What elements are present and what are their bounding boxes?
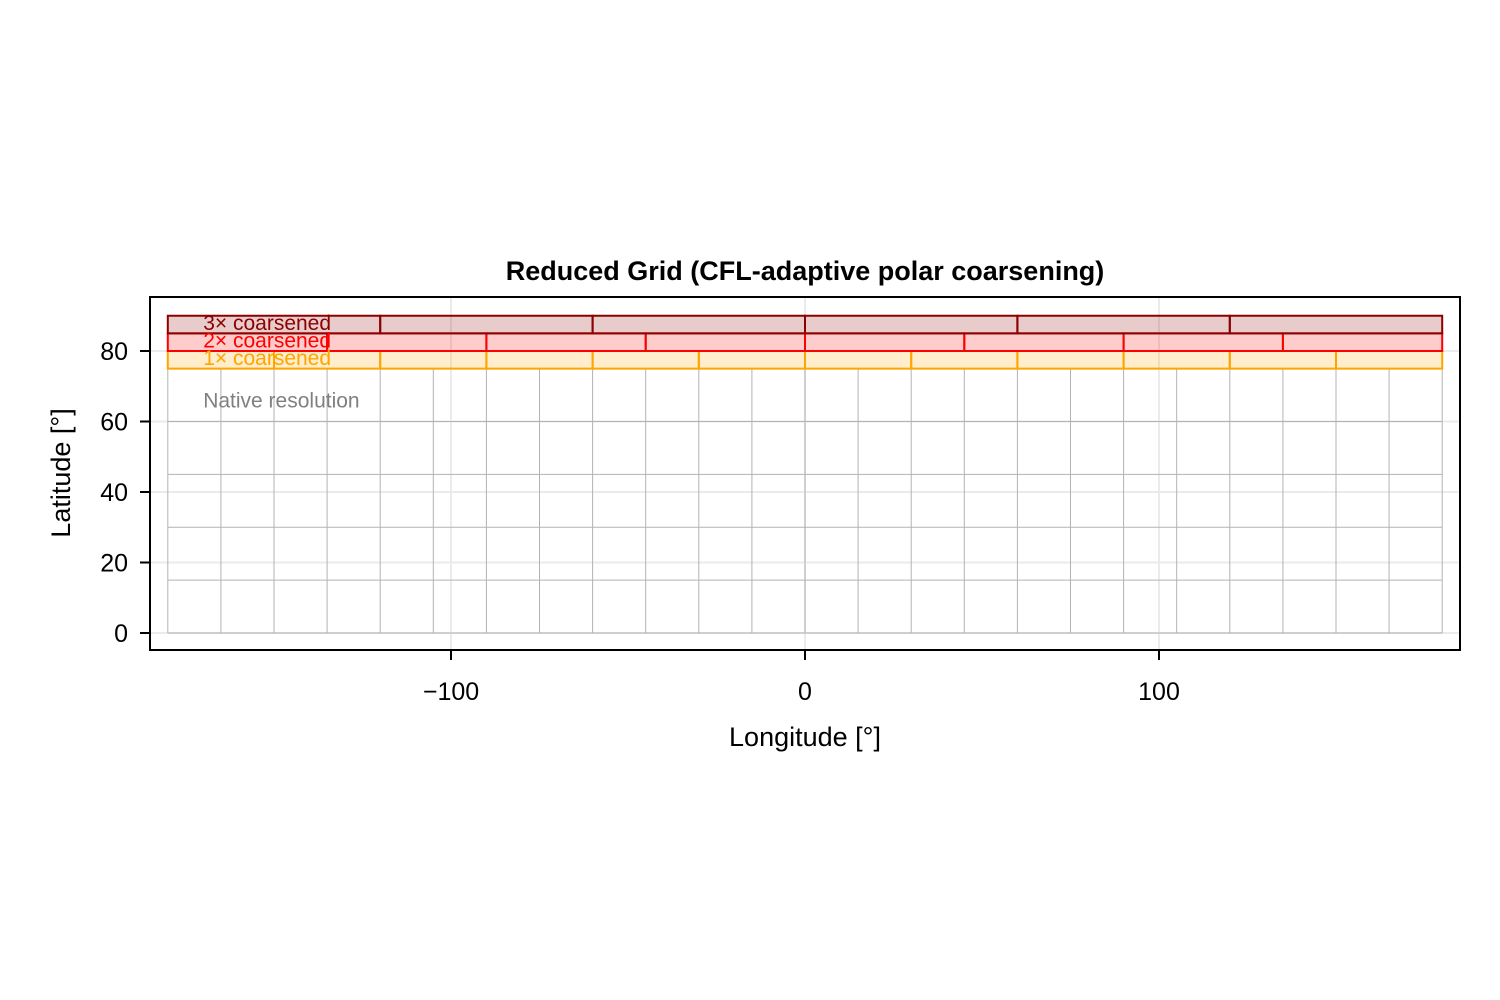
- coarsened-cell-1x: [910, 350, 1019, 370]
- x-tick-label: −100: [423, 678, 479, 706]
- coarsened-cell-3x: [379, 314, 594, 335]
- coarsened-cell-1x: [1228, 350, 1338, 370]
- band-label: 2× coarsened: [203, 329, 331, 352]
- y-tick-label: 80: [100, 338, 128, 366]
- native-resolution-label: Native resolution: [203, 389, 359, 412]
- y-tick-label: 20: [100, 550, 128, 578]
- band-label: 3× coarsened: [203, 312, 331, 335]
- x-axis-label: Longitude [°]: [729, 722, 881, 752]
- coarsened-cell-1x: [1122, 350, 1231, 370]
- chart-title: Reduced Grid (CFL-adaptive polar coarsen…: [506, 256, 1105, 286]
- y-tick-label: 40: [100, 479, 128, 507]
- coarsened-cell-1x: [591, 350, 700, 370]
- y-axis-label: Latitude [°]: [46, 408, 76, 537]
- coarsened-cell-2x: [804, 332, 966, 352]
- y-tick-label: 60: [100, 409, 128, 437]
- coarsened-cell-1x: [1016, 350, 1125, 370]
- coarsened-cell-1x: [1335, 350, 1444, 370]
- coarsened-bands: [166, 314, 1444, 370]
- coarsened-cell-3x: [804, 314, 1019, 335]
- y-axis: 0 20 40 60 80: [100, 338, 150, 648]
- coarsened-cell-2x: [963, 332, 1125, 352]
- coarsened-cell-1x: [697, 350, 806, 370]
- coarsened-cell-3x: [1016, 314, 1231, 335]
- coarsened-cell-3x: [1228, 314, 1444, 335]
- x-tick-label: 100: [1138, 678, 1180, 706]
- coarsened-cell-2x: [1281, 332, 1444, 352]
- y-tick-label: 0: [114, 620, 128, 648]
- x-axis: −100 0 100: [423, 650, 1180, 706]
- coarsened-cell-1x: [485, 350, 594, 370]
- coarsened-cell-2x: [1122, 332, 1284, 352]
- band-label: 1× coarsened: [203, 347, 331, 370]
- coarsened-cell-2x: [485, 332, 647, 352]
- coarsened-cell-1x: [379, 350, 488, 370]
- x-tick-label: 0: [798, 678, 812, 706]
- coarsened-cell-1x: [804, 350, 913, 370]
- coarsened-cell-3x: [591, 314, 806, 335]
- coarsened-cell-2x: [644, 332, 807, 352]
- coarsened-cell-2x: [326, 332, 488, 352]
